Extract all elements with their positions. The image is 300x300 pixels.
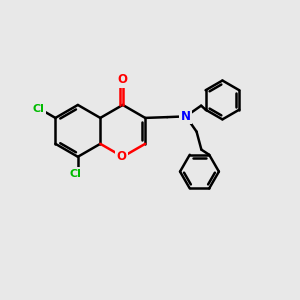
Text: Cl: Cl: [70, 169, 81, 178]
Text: O: O: [116, 150, 126, 163]
Text: Cl: Cl: [32, 104, 44, 115]
Text: N: N: [181, 110, 191, 123]
Text: O: O: [118, 74, 128, 86]
